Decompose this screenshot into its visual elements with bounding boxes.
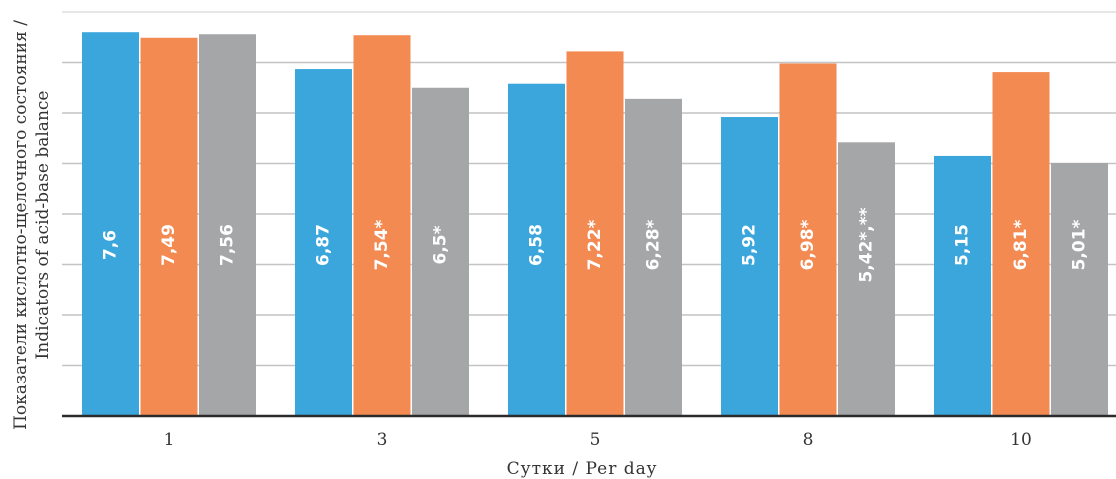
bar (721, 117, 778, 416)
bar-value-label: 7,56 (218, 224, 238, 266)
bar (140, 37, 198, 416)
x-tick-label: 10 (1010, 430, 1032, 450)
bar (295, 69, 352, 416)
bars: 7,6 7,49 7,56 6,87 7,54* 6,5* 6,58 7,22* 6,28* 5,… (82, 32, 1108, 417)
y-axis-title-line-1: Показатели кислотно-щелочного состояния … (11, 20, 31, 430)
y-axis-title: Показатели кислотно-щелочного состояния … (11, 20, 53, 430)
bar-value-label: 7,6 (101, 230, 121, 260)
bar-value-label: 6,87 (314, 224, 334, 266)
x-tick-label: 8 (803, 430, 814, 450)
x-tick-label: 5 (590, 430, 601, 450)
bar-value-label: 6,28* (644, 219, 664, 270)
bar (625, 98, 682, 417)
bar-value-label: 5,01* (1070, 219, 1090, 270)
bar-value-label: 6,81* (1011, 219, 1031, 270)
bar (992, 72, 1050, 416)
bar-value-label: 5,42*,** (857, 207, 877, 282)
bar-value-label: 7,54* (372, 219, 392, 270)
bar-value-label: 7,22* (585, 219, 605, 270)
bar (82, 32, 139, 416)
x-tick-label: 3 (377, 430, 388, 450)
bar (779, 63, 837, 416)
bar (412, 87, 469, 416)
x-axis-title: Сутки / Per day (507, 459, 658, 479)
bar-value-label: 5,92 (740, 224, 760, 266)
bar (934, 155, 991, 417)
bar (1051, 162, 1108, 416)
bar (199, 34, 256, 416)
bar (508, 83, 565, 417)
bar-value-label: 7,49 (159, 224, 179, 266)
y-axis-title-line-2: Indicators of acid-base balance (33, 91, 53, 360)
x-tick-label: 1 (164, 430, 175, 450)
x-tick-labels: 1 3 5 8 10 (164, 430, 1032, 450)
bar-value-label: 6,98* (798, 219, 818, 270)
bar (838, 142, 895, 417)
bar-value-label: 6,58 (527, 224, 547, 266)
bar-value-label: 6,5* (431, 225, 451, 264)
bar (353, 35, 411, 416)
bar-value-label: 5,15 (953, 224, 973, 266)
bar (566, 51, 624, 416)
